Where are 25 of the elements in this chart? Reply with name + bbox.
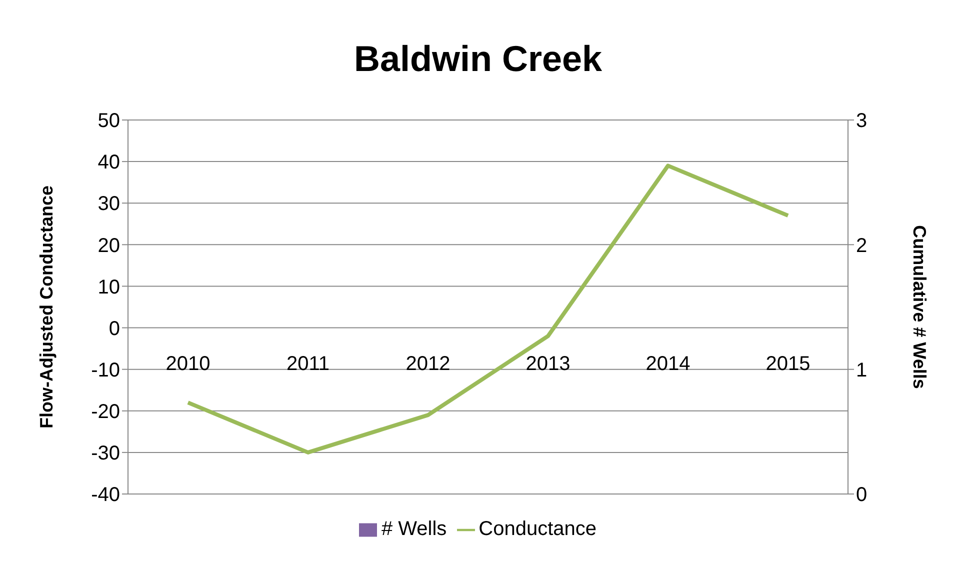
y-tick-label: 50	[98, 110, 120, 132]
y-axis-title: Flow-Adjusted Conductance	[36, 186, 56, 428]
legend-label: Conductance	[478, 518, 597, 540]
x-tick-label: 2010	[166, 352, 210, 375]
y2-tick-label: 1	[856, 359, 868, 382]
x-tick-label: 2013	[526, 352, 570, 375]
y2-tick-label: 2	[856, 234, 868, 257]
y-tick-label: 30	[98, 193, 120, 216]
y-tick-label: 20	[98, 234, 120, 257]
y2-axis-title: Cumulative # Wells	[910, 225, 930, 389]
y2-tick-label: 3	[856, 110, 868, 132]
y-tick-label: -30	[91, 442, 120, 465]
y-tick-label: 0	[108, 318, 120, 340]
y-tick-label: -40	[91, 484, 120, 506]
x-tick-label: 2012	[406, 352, 450, 375]
y-tick-label: -10	[91, 359, 120, 382]
y-tick-label: -20	[91, 400, 120, 423]
x-tick-label: 2014	[646, 352, 690, 375]
y-tick-label: 10	[98, 276, 120, 298]
chart-title: Baldwin Creek	[352, 38, 604, 80]
x-tick-label: 2011	[286, 352, 330, 375]
x-tick-label: 2015	[766, 352, 810, 375]
y2-tick-label: 0	[856, 484, 868, 506]
y-tick-label: 40	[98, 152, 120, 174]
legend-label: # Wells	[381, 518, 447, 540]
